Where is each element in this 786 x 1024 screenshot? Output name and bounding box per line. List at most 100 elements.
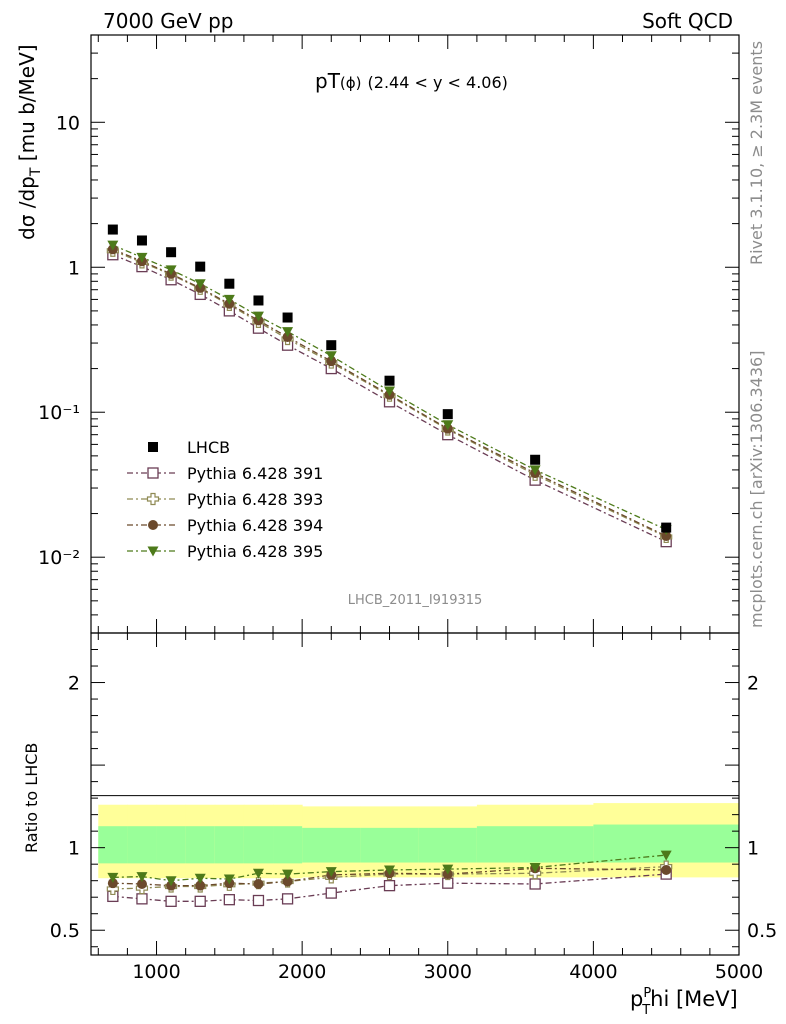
series-ratio-point (136, 878, 147, 889)
legend-label: Pythia 6.428 394 (187, 516, 323, 535)
plot-title-phi: (ϕ) (340, 74, 362, 92)
legend-marker (148, 442, 158, 452)
series-ratio-point (281, 893, 294, 905)
series-ratio-point (223, 894, 235, 906)
series-ratio-point (529, 862, 541, 873)
series-ratio-point (383, 879, 396, 892)
series-line-main (112, 244, 667, 531)
y-axis-label-sub: T (28, 167, 44, 177)
data-point (661, 522, 672, 533)
series-ratio-point (660, 850, 672, 861)
series-line-ratio (112, 873, 667, 902)
series-ratio-point (661, 864, 672, 875)
data-point (326, 340, 337, 351)
x-axis-label-sup: P (643, 986, 651, 1001)
series-ratio-point (282, 869, 294, 880)
plot-title-range: (2.44 < y < 4.06) (368, 73, 508, 92)
y-tick-label: 10 (56, 112, 80, 134)
series-point (223, 294, 235, 305)
series-ratio-point (107, 878, 118, 889)
data-point (136, 235, 147, 246)
series-point (252, 311, 264, 322)
series-line-ratio (112, 867, 667, 887)
series-ratio-point (194, 895, 206, 907)
data-point (195, 261, 206, 272)
band-green-segment (273, 826, 303, 864)
data-point (282, 312, 293, 323)
legend-marker (147, 467, 159, 479)
x-axis-label-main: p (630, 987, 643, 1011)
analysis-id-label: LHCB_2011_I919315 (348, 593, 483, 608)
band-green-segment (476, 826, 594, 863)
data-point (166, 247, 177, 258)
band-green-segment (214, 826, 245, 864)
ratio-y-tick-label-right: 1 (747, 838, 759, 860)
series-line-ratio (112, 854, 667, 882)
data-point (530, 454, 541, 465)
series-point (384, 386, 396, 397)
series-ratio-point (165, 895, 177, 907)
header-category-label: Soft QCD (642, 9, 733, 33)
series-ratio-point (282, 876, 293, 887)
series-ratio-point (252, 894, 265, 907)
tick-labels: 1000 2000 3000 4000 5000 10 1 10⁻¹ 10⁻² 2 2 1 1 0.5 0.… (38, 112, 777, 983)
series-ratio-point (325, 887, 337, 899)
series-point (194, 279, 206, 290)
series-ratio-point (529, 878, 541, 890)
series-lines (112, 244, 667, 902)
data-point (253, 295, 264, 306)
legend-label: Pythia 6.428 393 (187, 490, 323, 509)
legend-label: LHCB (187, 438, 230, 457)
y-tick-label: 1 (68, 257, 80, 279)
y-axis-label-unit: [mu b/MeV] (15, 44, 39, 167)
series-ratio-point (252, 868, 264, 879)
x-axis-label-rest: hi [MeV] (650, 987, 738, 1011)
ratio-y-tick-label-right: 2 (747, 673, 759, 695)
x-axis-label-sub: T (641, 1003, 650, 1018)
x-tick-label: 1000 (132, 961, 180, 983)
band-green-segment (302, 827, 361, 863)
legend-marker (147, 546, 159, 557)
ratio-y-axis-label: Ratio to LHCB (22, 743, 41, 853)
ratio-uncertainty-bands (98, 803, 740, 879)
series-ratio-point (442, 864, 454, 875)
data-point (224, 278, 235, 289)
series-point (282, 327, 294, 338)
ratio-y-tick-label-right: 0.5 (747, 920, 777, 942)
legend-label: Pythia 6.428 391 (187, 464, 323, 483)
series-point (529, 465, 541, 476)
data-point (107, 224, 118, 235)
x-tick-label: 4000 (569, 961, 617, 983)
series-point (165, 265, 177, 276)
legend: LHCB Pythia 6.428 391 Pythia 6.428 393 Pyth… (127, 438, 323, 561)
series-point (107, 240, 119, 251)
ratio-y-tick-label: 1 (68, 838, 80, 860)
data-point (442, 409, 453, 420)
series-point (325, 351, 337, 362)
series-point (136, 252, 148, 263)
band-green-segment (185, 826, 216, 864)
band-green-segment (127, 826, 158, 864)
y-axis-label: dσ /dpT [mu b/MeV] (15, 44, 44, 240)
x-tick-label: 2000 (278, 961, 326, 983)
series-point (442, 420, 454, 431)
legend-label: Pythia 6.428 395 (187, 542, 323, 561)
x-tick-label: 5000 (715, 961, 763, 983)
band-green-segment (156, 826, 187, 864)
series-ratio-point (223, 874, 235, 885)
x-tick-label: 3000 (424, 961, 472, 983)
plot-title-main: pT (315, 69, 341, 93)
x-axis-label: pP Thi [MeV] (630, 986, 738, 1018)
series-point (661, 531, 672, 542)
band-green-segment (360, 827, 420, 863)
series-ratio-point (384, 865, 396, 876)
legend-marker (146, 492, 160, 506)
y-tick-label: 10⁻² (38, 547, 80, 569)
series-ratio-point (107, 872, 119, 883)
data-point (384, 375, 395, 386)
series-ratio-point (194, 873, 206, 884)
data-markers (106, 224, 673, 907)
rivet-version-label: Rivet 3.1.10, ≥ 2.3M events (747, 41, 766, 265)
series-ratio-point (136, 893, 148, 905)
